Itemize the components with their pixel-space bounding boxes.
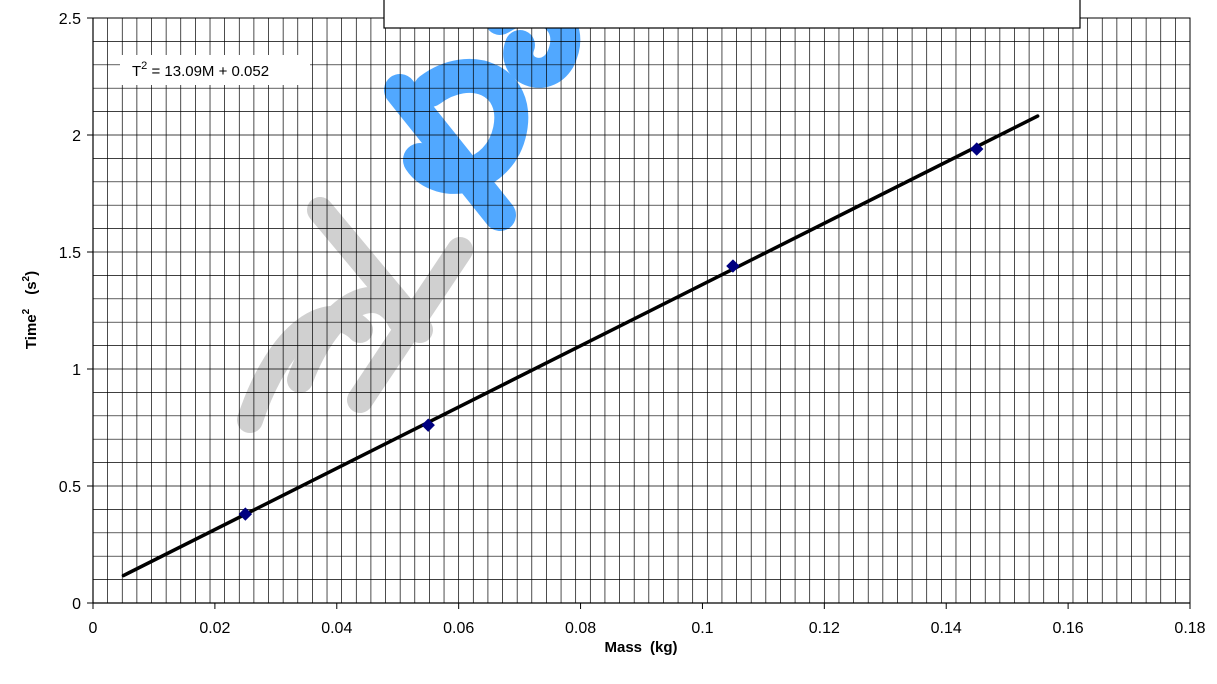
data-point	[969, 142, 984, 156]
y-tick-label: 2.5	[59, 11, 81, 28]
x-tick-label: 0.1	[691, 620, 713, 637]
trendline	[121, 114, 1040, 578]
x-tick-label: 0.06	[443, 620, 474, 637]
y-tick-label: 1	[72, 362, 81, 379]
data-points	[238, 142, 984, 521]
y-tick-label: 2	[72, 128, 81, 145]
x-tick-label: 0.08	[565, 620, 596, 637]
grid	[92, 17, 1191, 604]
title-box	[383, 0, 1081, 29]
tick-labels: 0 0.02 0.04 0.06 0.08 0.1 0.12 0.14 0.16 0.18 0 0.5…	[59, 11, 1206, 637]
x-tick-label: 0.14	[931, 620, 962, 637]
x-tick-label: 0.02	[199, 620, 230, 637]
y-tick-label: 0.5	[59, 479, 81, 496]
y-tick-label: 1.5	[59, 245, 81, 262]
y-tick-label: 0	[72, 596, 81, 613]
data-point	[238, 507, 253, 521]
x-tick-label: 0.18	[1174, 620, 1205, 637]
x-tick-label: 0.12	[809, 620, 840, 637]
trendline-group	[121, 114, 1040, 578]
equation-label: T2 = 13.09M + 0.052	[132, 60, 269, 80]
x-tick-label: 0	[89, 620, 98, 637]
data-point	[726, 259, 740, 273]
equation-box	[120, 55, 310, 85]
data-point	[421, 418, 435, 432]
y-axis-title: Time2(s2)	[21, 271, 40, 349]
x-tick-label: 0.16	[1053, 620, 1084, 637]
x-axis-title: Mass (kg)	[604, 639, 677, 656]
plot-area-border	[92, 17, 1191, 604]
axes	[87, 17, 1191, 609]
x-tick-label: 0.04	[321, 620, 352, 637]
